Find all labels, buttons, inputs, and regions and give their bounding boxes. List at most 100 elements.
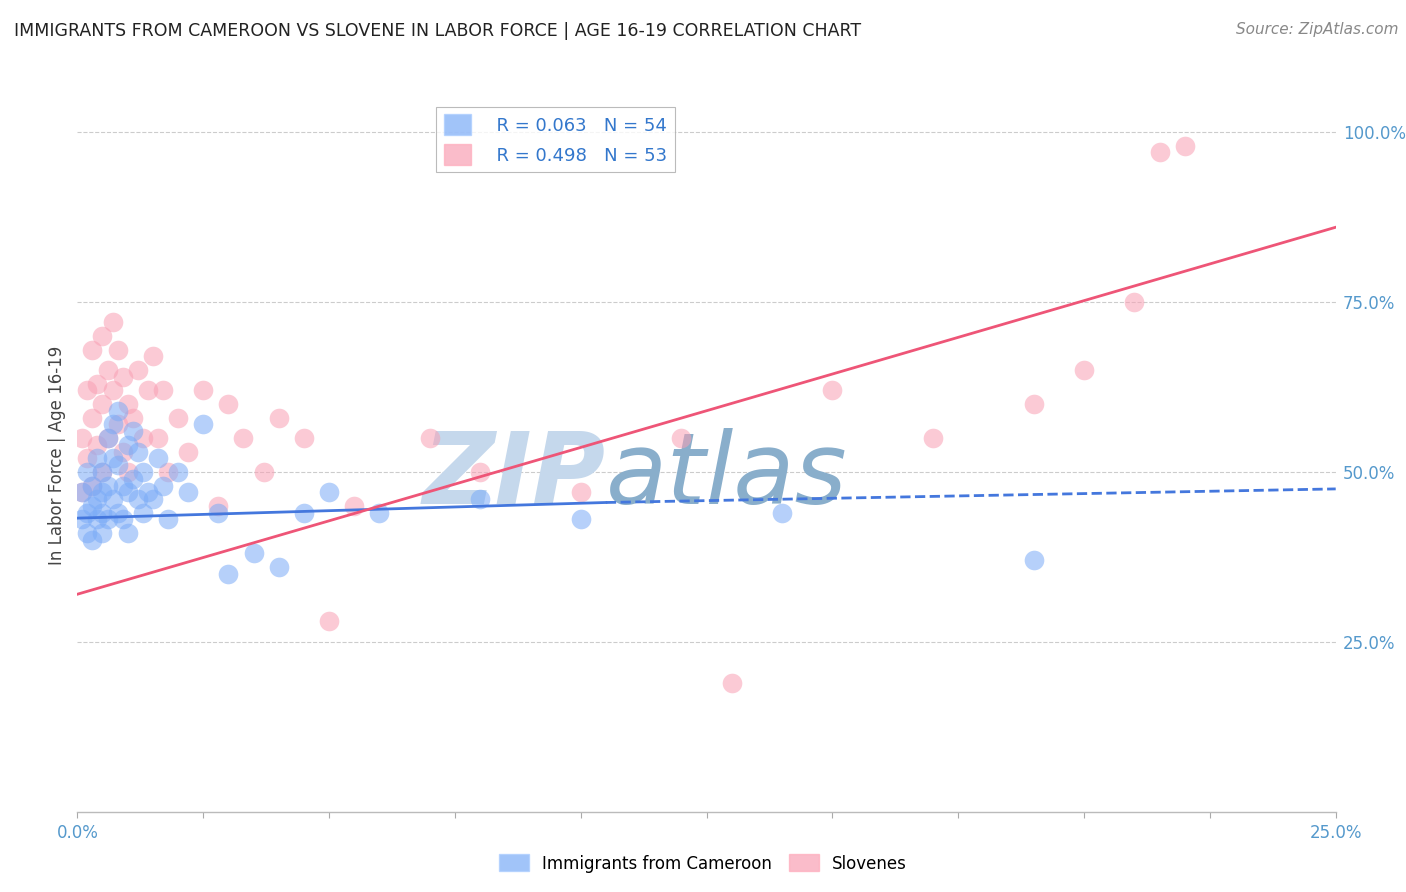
Point [318,485,340,500]
Point [468,465,491,479]
Y-axis label: In Labor Force | Age 16-19: In Labor Force | Age 16-19 [48,345,66,565]
Point [72,485,94,500]
Point [86,451,108,466]
Point [177,485,200,500]
Point [91,465,114,479]
Point [121,424,143,438]
Point [76,526,98,541]
Point [127,363,149,377]
Point [107,403,129,417]
Point [167,410,190,425]
Point [91,485,114,500]
Point [82,499,104,513]
Point [82,343,104,357]
Point [152,478,174,492]
Point [111,444,134,458]
Text: Source: ZipAtlas.com: Source: ZipAtlas.com [1236,22,1399,37]
Point [86,376,108,391]
Point [101,417,124,432]
Point [1022,397,1045,411]
Point [191,384,215,398]
Point [127,444,149,458]
Point [76,384,98,398]
Point [132,506,155,520]
Point [76,451,98,466]
Point [86,492,108,507]
Point [156,465,179,479]
Point [111,478,134,492]
Point [217,397,239,411]
Point [96,478,118,492]
Point [720,675,742,690]
Point [136,485,159,500]
Point [111,369,134,384]
Point [86,438,108,452]
Point [177,444,200,458]
Point [252,465,274,479]
Point [167,465,190,479]
Point [671,431,693,445]
Point [82,533,104,547]
Point [117,526,139,541]
Point [91,397,114,411]
Point [72,512,94,526]
Point [292,431,315,445]
Point [121,410,143,425]
Point [91,329,114,343]
Point [267,410,290,425]
Point [569,512,592,526]
Point [132,431,155,445]
Point [96,431,118,445]
Legend: Immigrants from Cameroon, Slovenes: Immigrants from Cameroon, Slovenes [492,847,914,880]
Point [96,363,118,377]
Point [156,512,179,526]
Point [1022,553,1045,567]
Point [107,458,129,472]
Point [117,438,139,452]
Point [207,506,229,520]
Point [76,506,98,520]
Point [136,384,159,398]
Point [72,485,94,500]
Point [117,485,139,500]
Point [82,410,104,425]
Point [132,465,155,479]
Point [117,397,139,411]
Point [101,492,124,507]
Point [101,315,124,329]
Point [121,472,143,486]
Text: ZIP: ZIP [423,428,606,524]
Point [468,492,491,507]
Point [146,431,169,445]
Point [111,512,134,526]
Point [86,512,108,526]
Point [117,465,139,479]
Point [318,615,340,629]
Point [569,485,592,500]
Point [72,431,94,445]
Point [1149,145,1171,160]
Point [368,506,391,520]
Point [232,431,254,445]
Point [1123,295,1146,310]
Point [91,526,114,541]
Point [242,546,264,560]
Point [292,506,315,520]
Text: IMMIGRANTS FROM CAMEROON VS SLOVENE IN LABOR FORCE | AGE 16-19 CORRELATION CHART: IMMIGRANTS FROM CAMEROON VS SLOVENE IN L… [14,22,862,40]
Point [82,478,104,492]
Point [1073,363,1095,377]
Point [142,350,165,364]
Point [146,451,169,466]
Point [419,431,441,445]
Point [343,499,366,513]
Point [217,566,239,581]
Point [142,492,165,507]
Point [76,465,98,479]
Point [82,478,104,492]
Point [207,499,229,513]
Point [96,512,118,526]
Point [107,417,129,432]
Text: atlas: atlas [606,428,848,524]
Point [770,506,793,520]
Point [91,506,114,520]
